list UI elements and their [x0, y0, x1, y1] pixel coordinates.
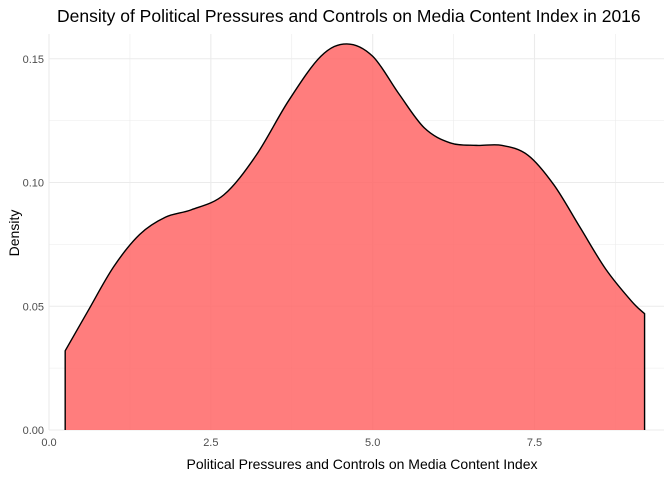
y-tick-label: 0.00 [23, 425, 44, 437]
data-layer [64, 43, 646, 431]
tick-labels: 0.0 2.5 5.0 7.5 0.00 0.05 0.10 0.15 [23, 54, 543, 449]
x-tick-label: 0.0 [41, 437, 56, 449]
y-tick-label: 0.05 [23, 301, 44, 313]
y-axis-title: Density [6, 210, 22, 257]
x-tick-label: 5.0 [365, 437, 380, 449]
chart-title: Density of Political Pressures and Contr… [57, 6, 641, 26]
y-tick-label: 0.15 [23, 54, 44, 66]
y-tick-label: 0.10 [23, 178, 44, 190]
density-area [65, 43, 645, 431]
x-axis-title: Political Pressures and Controls on Medi… [187, 456, 538, 472]
density-curve [64, 43, 646, 430]
x-tick-label: 7.5 [527, 437, 542, 449]
x-tick-label: 2.5 [203, 437, 218, 449]
